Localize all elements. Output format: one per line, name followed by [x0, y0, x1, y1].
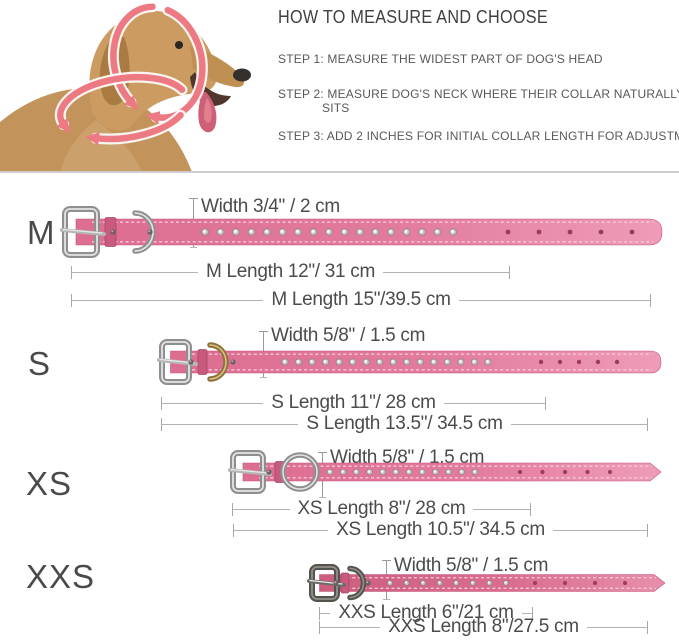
width-label-m: Width 3/4" / 2 cm [201, 196, 340, 217]
size-label-m: M [27, 214, 56, 251]
size-label-s: S [28, 345, 52, 382]
length-line-m-outer: M Length 15"/39.5 cm [71, 289, 651, 310]
step-3: STEP 3: ADD 2 INCHES FOR INITIAL COLLAR … [278, 129, 679, 143]
width-label-xxs: Width 5/8" / 1.5 cm [394, 555, 549, 576]
step-1: STEP 1: MEASURE THE WIDEST PART OF DOG'S… [278, 52, 603, 66]
collar-s-svg [157, 339, 662, 385]
width-label-s: Width 5/8" / 1.5 cm [271, 325, 426, 346]
length-label: S Length 13.5"/ 34.5 cm [306, 413, 503, 434]
collar-xxs-svg [307, 564, 666, 602]
dog-illustration [0, 1, 251, 172]
collar-m-svg [60, 206, 663, 258]
dog-photo [0, 0, 265, 172]
length-label: XXS Length 6"/21 cm [338, 602, 514, 623]
length-label: XS Length 8"/ 28 cm [297, 498, 466, 519]
dog-nose [233, 68, 251, 82]
length-label: XS Length 10.5"/ 34.5 cm [336, 519, 545, 540]
collar-image-xs [228, 450, 664, 495]
neck-measure-arrow-icon [54, 71, 188, 146]
length-line-s-outer: S Length 13.5"/ 34.5 cm [161, 413, 648, 434]
length-line-xs-outer: XS Length 10.5"/ 34.5 cm [233, 519, 648, 540]
collar-image-s [157, 339, 664, 386]
how-to-section: HOW TO MEASURE AND CHOOSE STEP 1: MEASUR… [278, 7, 679, 143]
length-line-xxs-inner: XXS Length 6"/21 cm [319, 602, 533, 623]
collar-xs-svg [228, 450, 662, 494]
length-line-xxs-outer: XXS Length 8"/27.5 cm [319, 616, 648, 637]
length-line-m-inner: M Length 12"/ 31 cm [71, 261, 510, 282]
collar-image-xxs [306, 564, 668, 602]
length-label: M Length 15"/39.5 cm [271, 289, 451, 310]
length-label: XXS Length 8"/27.5 cm [388, 616, 579, 637]
size-label-xs: XS [26, 465, 73, 502]
length-line-xs-inner: XS Length 8"/ 28 cm [232, 498, 531, 519]
page-title: HOW TO MEASURE AND CHOOSE [278, 7, 548, 27]
size-label-xxs: XXS [26, 558, 96, 595]
length-label: S Length 11"/ 28 cm [271, 392, 436, 413]
dog-eye [175, 41, 183, 49]
length-label: M Length 12"/ 31 cm [206, 261, 375, 282]
collar-image-m [55, 205, 665, 259]
section-divider [0, 171, 679, 173]
step-2: STEP 2: MEASURE DOG'S NECK WHERE THEIR C… [278, 87, 679, 115]
length-line-s-inner: S Length 11"/ 28 cm [161, 392, 546, 413]
